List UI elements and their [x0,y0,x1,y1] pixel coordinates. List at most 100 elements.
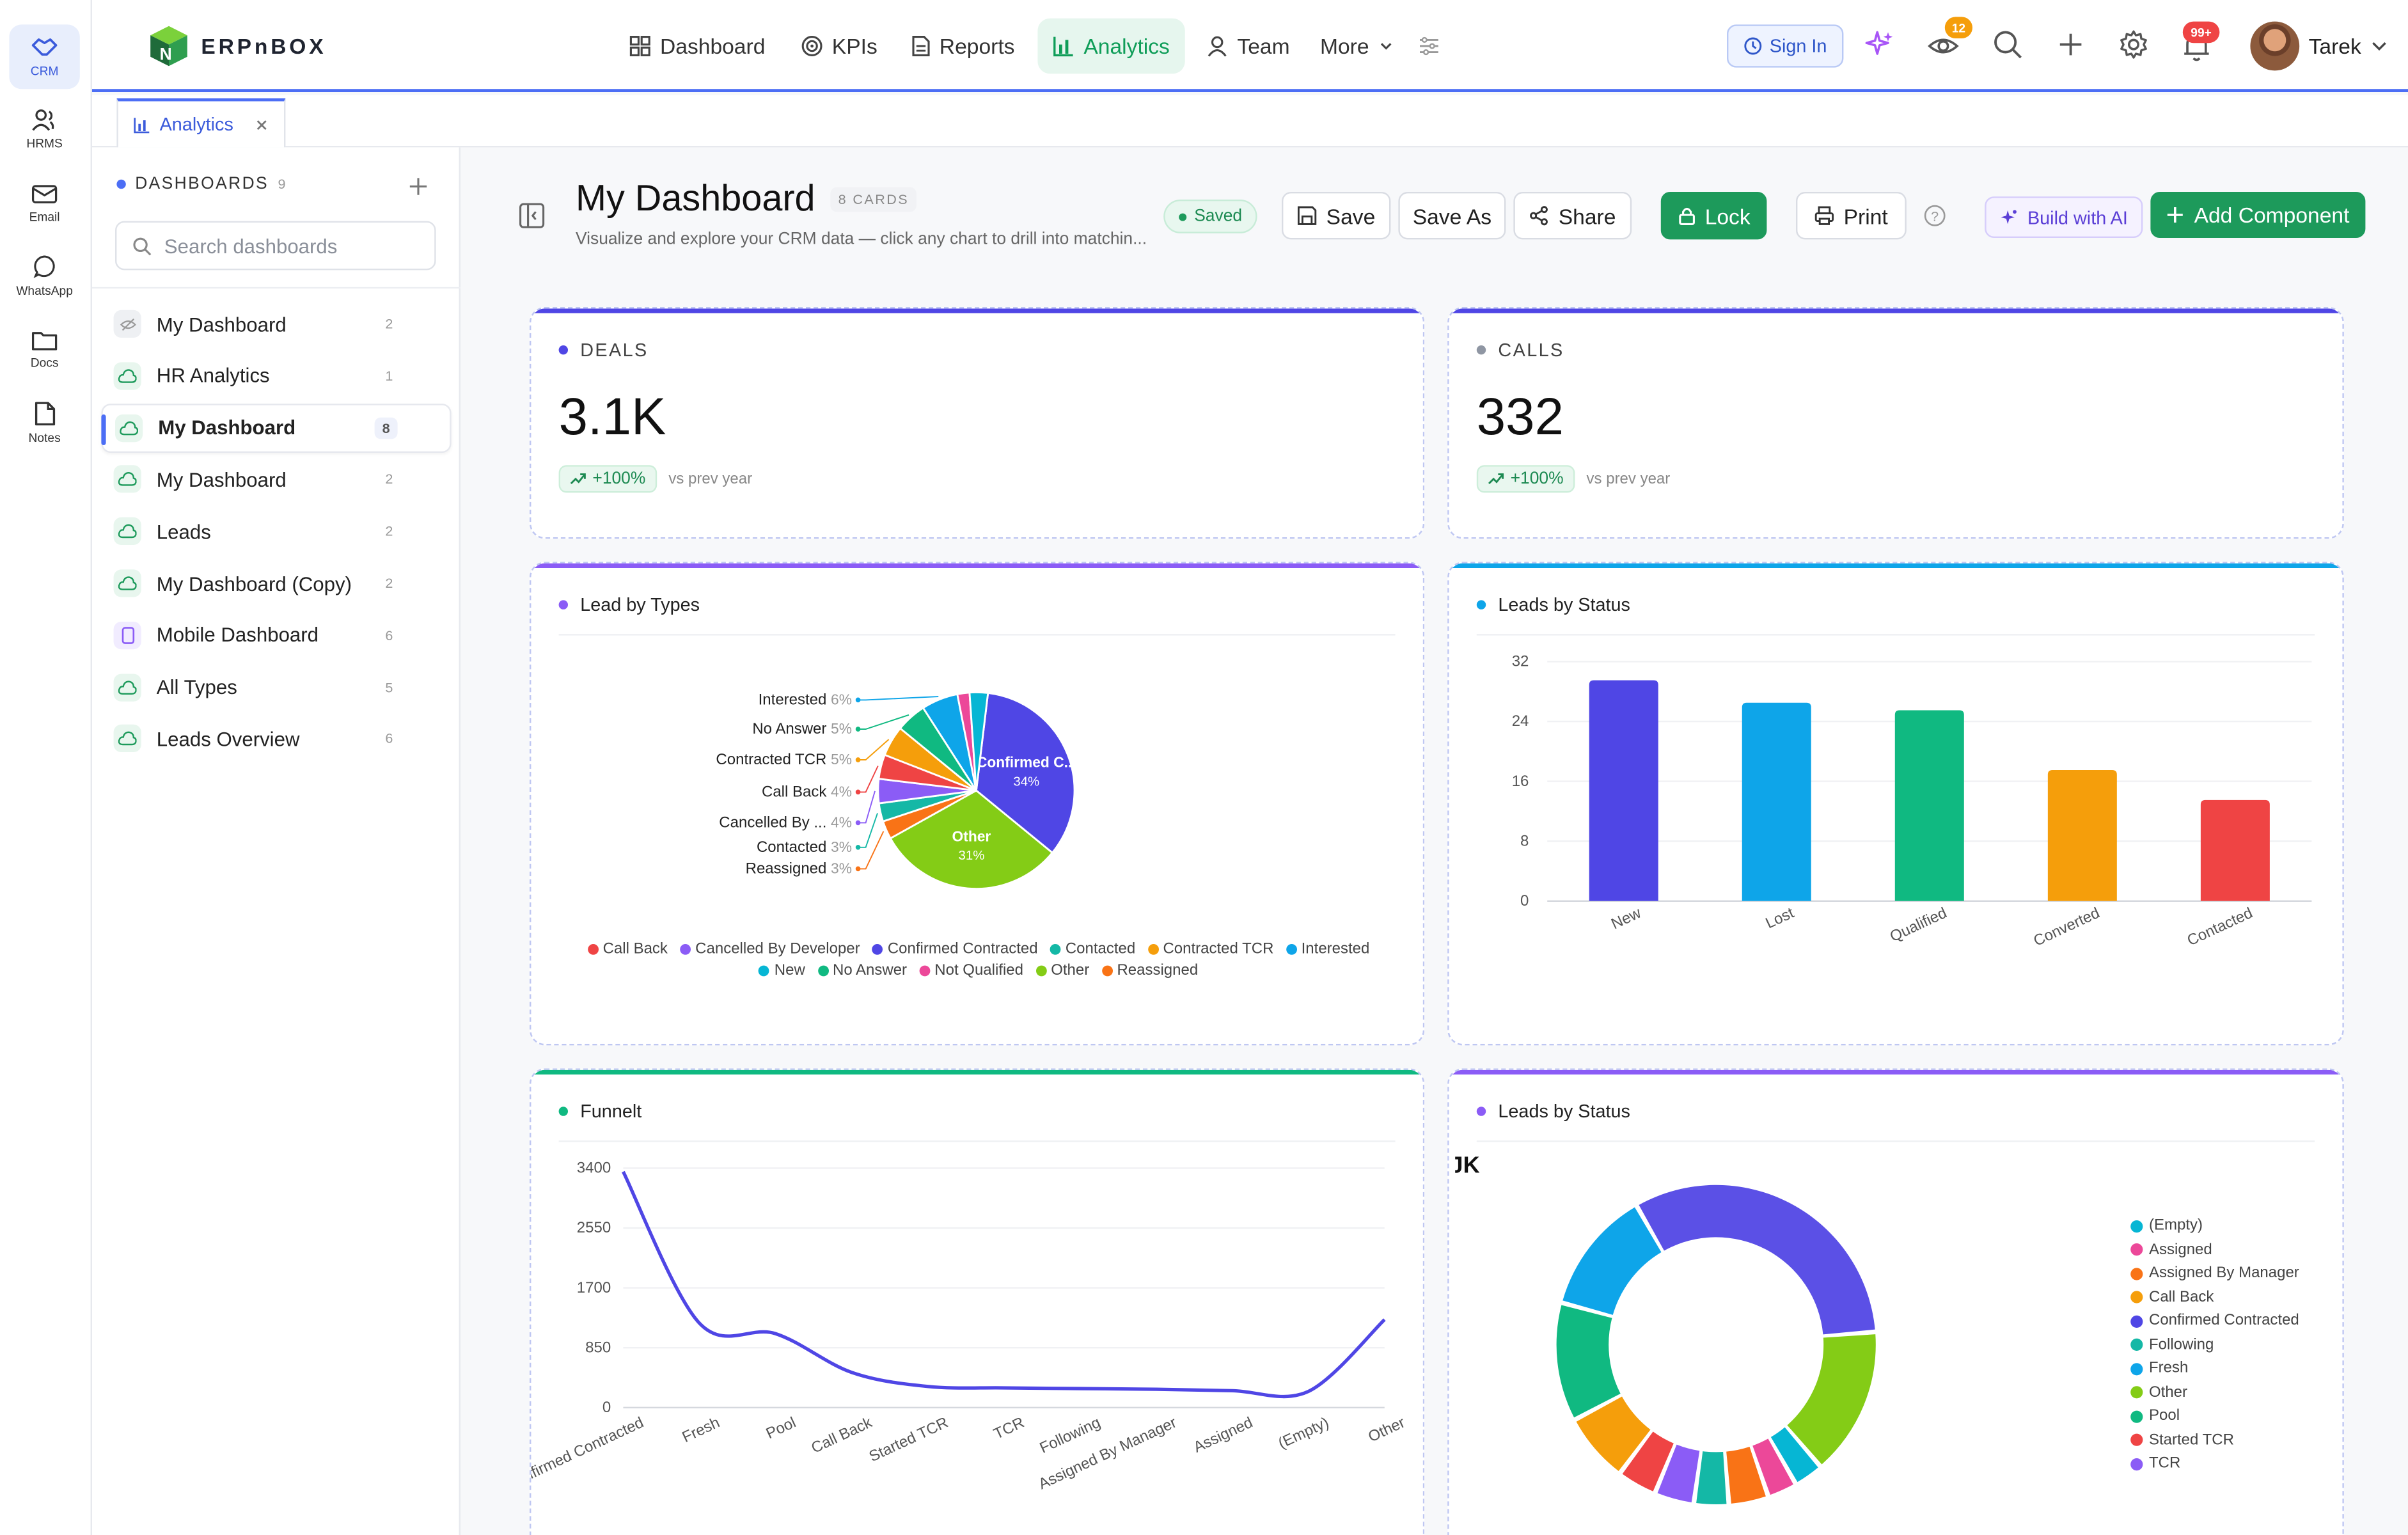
legend-item[interactable]: Call Back [587,941,668,958]
avatar[interactable] [2250,21,2300,71]
rail-docs[interactable]: Docs [9,316,79,381]
donut-slice[interactable] [1639,1185,1875,1335]
legend-item[interactable]: Confirmed Contracted [2130,1309,2299,1333]
legend-item[interactable]: Contacted [1050,941,1135,958]
share-button[interactable]: Share [1513,192,1632,240]
plus-icon[interactable] [2054,28,2088,61]
nav-kpis[interactable]: KPIs [786,19,893,74]
legend-item[interactable]: Not Qualified [919,963,1023,979]
rail-email[interactable]: Email [9,170,79,235]
legend-item[interactable]: Confirmed Contracted [872,941,1038,958]
sidebar-item-dashboard[interactable]: Leads 2 [101,507,451,556]
help-icon[interactable]: ? [1923,204,1946,227]
legend-item[interactable]: Other [1035,963,1089,979]
donut-slice[interactable] [1752,1438,1793,1495]
sign-in-button[interactable]: Sign In [1727,24,1844,68]
close-icon[interactable] [255,118,269,132]
legend-item[interactable]: Assigned By Manager [2130,1262,2299,1286]
notifications-button[interactable]: 99+ [2180,21,2220,63]
save-button[interactable]: Save [1282,192,1391,240]
sidebar-item-dashboard[interactable]: My Dashboard 2 [101,455,451,504]
nav-reports[interactable]: Reports [897,19,1030,74]
rail-notes[interactable]: Notes [9,390,79,455]
sparkle-icon[interactable] [1864,28,1898,61]
legend-item[interactable]: Fresh [2130,1357,2299,1381]
donut-slice[interactable] [1787,1334,1876,1465]
gear-icon[interactable] [2117,28,2151,61]
legend-label: TCR [2149,1455,2181,1473]
add-dashboard-icon[interactable] [408,177,428,196]
chart-card-leads-status-donut[interactable]: Leads by Status JK (Empty) Assigned Assign… [1447,1068,2344,1535]
pie-slice[interactable] [968,691,989,791]
donut-slice[interactable] [1622,1431,1674,1492]
bar[interactable] [1894,710,1964,901]
legend-item[interactable]: Cancelled By Developer [680,941,860,958]
rail-hrms[interactable]: HRMS [9,97,79,161]
sidebar-item-dashboard[interactable]: Mobile Dashboard 6 [101,611,451,660]
legend-item[interactable]: Contracted TCR [1147,941,1273,958]
legend-label: Confirmed Contracted [2149,1312,2299,1330]
pie-slice[interactable] [889,789,1054,890]
pie-slice[interactable] [975,691,1076,854]
rail-crm[interactable]: CRM [9,24,80,90]
build-with-ai-button[interactable]: Build with AI [1985,196,2143,238]
save-as-button[interactable]: Save As [1398,192,1506,240]
series-line[interactable] [622,1170,1386,1399]
bar[interactable] [1589,680,1658,901]
nav-analytics[interactable]: Analytics [1037,18,1185,74]
bar[interactable] [1742,702,1811,901]
search-icon[interactable] [1991,28,2025,61]
sidebar-item-dashboard[interactable]: My Dashboard 2 [101,299,451,349]
donut-slice[interactable] [1562,1207,1662,1315]
legend-item[interactable]: Interested [1286,941,1369,958]
donut-slice[interactable] [1657,1444,1700,1503]
legend-item[interactable]: TCR [2130,1452,2299,1476]
sidebar-toggle-icon[interactable] [519,203,545,229]
sidebar-item-dashboard[interactable]: My Dashboard 8 [101,403,452,453]
legend-item[interactable]: New [759,963,805,979]
nav-team[interactable]: Team [1191,19,1305,74]
printer-icon [1814,206,1834,225]
legend-item[interactable]: Assigned [2130,1238,2299,1262]
chart-card-leads-status-bar[interactable]: Leads by Status 0 8 16 24 32 New Lost Qualified… [1447,562,2344,1046]
bar[interactable] [2200,799,2270,901]
donut-slice[interactable] [1696,1451,1727,1504]
app-rail: CRM HRMS Email WhatsApp Docs Notes [0,0,92,1535]
kpi-card-deals[interactable]: DEALS 3.1K +100% vs prev year [530,307,1425,539]
print-button[interactable]: Print [1796,192,1907,240]
user-name[interactable]: Tarek [2308,33,2361,59]
notifications-badge: 99+ [2182,21,2220,43]
legend-item[interactable]: Other [2130,1381,2299,1405]
donut-slice[interactable] [1726,1447,1766,1504]
sidebar-item-dashboard[interactable]: My Dashboard (Copy) 2 [101,559,451,608]
donut-slice[interactable] [1576,1396,1651,1471]
sliders-icon[interactable] [1419,35,1440,57]
sidebar-item-dashboard[interactable]: All Types 5 [101,663,451,712]
legend-item[interactable]: Pool [2130,1405,2299,1428]
legend-item[interactable]: (Empty) [2130,1214,2299,1238]
search-dashboards[interactable]: Search dashboards [115,221,436,271]
sidebar-item-dashboard[interactable]: Leads Overview 6 [101,714,451,764]
logo[interactable]: N ERPnBOX [146,22,326,71]
legend-item[interactable]: No Answer [817,963,907,979]
add-component-button[interactable]: Add Component [2150,192,2366,238]
legend-item[interactable]: Following [2130,1333,2299,1357]
chart-card-funnel[interactable]: Funnelt 0 850 1700 2550 3400 Confirmed Contra… [530,1068,1425,1535]
nav-dashboard[interactable]: Dashboard [614,19,780,74]
lock-button[interactable]: Lock [1660,192,1767,240]
tab-analytics[interactable]: Analytics [116,98,286,148]
rail-whatsapp[interactable]: WhatsApp [9,242,79,307]
chevron-down-icon[interactable] [2370,37,2389,56]
legend-item[interactable]: Call Back [2130,1286,2299,1309]
trend-up-icon [570,473,586,485]
sidebar-item-dashboard[interactable]: HR Analytics 1 [101,351,451,400]
kpi-card-calls[interactable]: CALLS 332 +100% vs prev year [1447,307,2344,539]
bar[interactable] [2047,770,2117,901]
donut-slice[interactable] [1770,1427,1818,1483]
watch-button[interactable]: 12 [1926,17,1973,63]
chart-card-lead-types[interactable]: Lead by Types Confirmed C... 34% Other 31% I… [530,562,1425,1046]
legend-item[interactable]: Started TCR [2130,1428,2299,1452]
legend-item[interactable]: Reassigned [1101,963,1198,979]
donut-slice[interactable] [1556,1305,1621,1418]
nav-more[interactable]: More [1305,19,1409,74]
